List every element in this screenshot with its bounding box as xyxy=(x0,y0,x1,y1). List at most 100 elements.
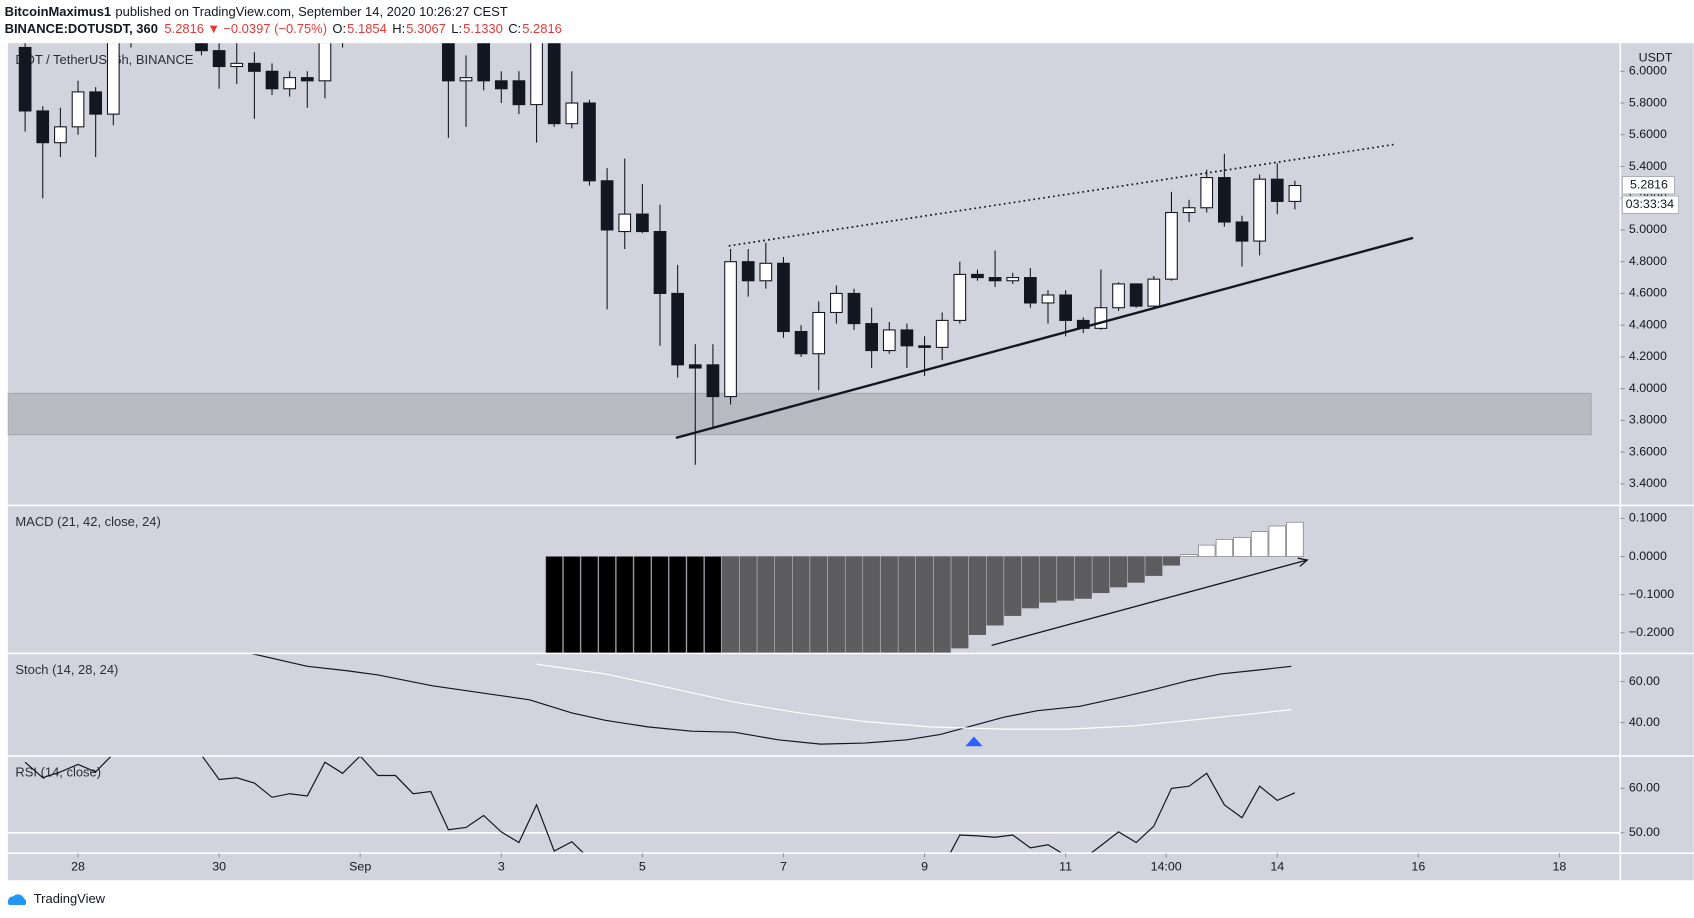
last-price: 5.2816 xyxy=(1630,178,1668,192)
histogram-bar xyxy=(827,556,845,654)
candle-body xyxy=(1182,207,1196,214)
candle-body xyxy=(794,330,808,355)
y-tick-label: 4.8000 xyxy=(1629,254,1667,268)
candle-body xyxy=(971,273,984,279)
candle-body xyxy=(600,180,614,231)
x-tick-label: Sep xyxy=(349,860,371,874)
candle-body xyxy=(300,77,314,82)
candle-body xyxy=(830,292,843,314)
candle-body xyxy=(953,273,967,321)
candle-body xyxy=(688,364,702,369)
histogram-bar xyxy=(580,556,599,654)
histogram-bar xyxy=(933,556,951,654)
candle-body xyxy=(583,102,596,182)
y-tick-label: 4.2000 xyxy=(1629,349,1667,363)
candle-body xyxy=(265,70,279,90)
candle-body xyxy=(1165,211,1178,280)
symbol: BINANCE:DOTUSDT, 360 xyxy=(5,22,158,37)
candle-body xyxy=(1253,178,1266,242)
candle-body xyxy=(195,43,208,52)
arrow-head xyxy=(1297,557,1309,567)
candle-body xyxy=(653,231,667,294)
y-tick-label: 5.6000 xyxy=(1629,127,1667,141)
candle-body xyxy=(530,43,543,106)
y-tick-label: 4.0000 xyxy=(1629,381,1667,395)
candle-body xyxy=(547,43,561,125)
change: −0.0397 (−0.75%) xyxy=(223,22,327,37)
series-line xyxy=(536,663,1292,730)
y-tick-label: 6.0000 xyxy=(1629,64,1667,78)
candle-body xyxy=(106,43,120,115)
histogram-bar xyxy=(863,556,881,654)
histogram-bar xyxy=(651,556,669,654)
candle-body xyxy=(1041,294,1055,304)
stoch-panel: Stoch (14, 28, 24) xyxy=(15,653,1292,747)
histogram-bar xyxy=(686,556,704,654)
candle-body xyxy=(1059,294,1072,321)
candle-body xyxy=(248,62,261,72)
candle-body xyxy=(1006,277,1020,282)
brand: TradingView xyxy=(34,891,106,906)
histogram-bar xyxy=(722,556,740,654)
candle-body xyxy=(1235,221,1249,242)
panel-legend: DOT / TetherUS, 6h, BINANCE xyxy=(15,52,193,67)
histogram-bar xyxy=(633,556,651,654)
ohlc-label: O: xyxy=(332,22,346,37)
histogram-bar xyxy=(1215,539,1233,557)
rsi-panel: RSI (14, close) xyxy=(7,756,1621,854)
candle-body xyxy=(988,277,1002,282)
histogram-bar xyxy=(916,556,934,654)
candle-body xyxy=(1288,184,1302,202)
y-tick-label: −0.2000 xyxy=(1629,625,1674,639)
histogram-bar xyxy=(845,556,863,654)
trendline xyxy=(728,143,1396,247)
candle-body xyxy=(459,77,473,82)
histogram-bar xyxy=(598,556,616,654)
histogram-bar xyxy=(810,556,828,654)
logo xyxy=(7,894,27,906)
histogram-bar xyxy=(1021,556,1039,609)
candle-body xyxy=(935,319,949,348)
histogram-bar xyxy=(1233,537,1251,557)
x-tick-label: 18 xyxy=(1553,860,1567,874)
histogram-bar xyxy=(792,556,810,654)
y-tick-label: 5.8000 xyxy=(1629,95,1667,109)
y-tick-label: 60.00 xyxy=(1629,781,1660,795)
y-tick-label: 40.00 xyxy=(1629,715,1660,729)
x-tick-label: 11 xyxy=(1059,860,1072,874)
last-price-box xyxy=(1622,176,1675,195)
y-tick-label: 50.00 xyxy=(1629,825,1660,839)
histogram-bar xyxy=(757,556,775,654)
author: BitcoinMaximus1 xyxy=(5,4,112,19)
arrow: ▼ xyxy=(207,22,220,37)
histogram-bar xyxy=(704,556,722,654)
y-tick-label: 3.4000 xyxy=(1629,476,1667,490)
candle-body xyxy=(36,110,50,144)
candle-body xyxy=(89,91,103,115)
histogram-bar xyxy=(1127,556,1145,583)
chart-area xyxy=(7,43,1694,881)
histogram-bar xyxy=(1251,531,1269,557)
candle-body xyxy=(477,43,491,82)
candle-body xyxy=(565,102,579,125)
histogram-bar xyxy=(1074,556,1092,599)
x-tick-label: 7 xyxy=(780,860,787,874)
x-tick-label: 14 xyxy=(1270,860,1284,874)
panel-legend: MACD (21, 42, close, 24) xyxy=(15,514,160,529)
candle-body xyxy=(777,262,790,333)
candle-body xyxy=(724,261,737,398)
candle-body xyxy=(318,43,332,82)
histogram-bar xyxy=(898,556,916,654)
ohlc-value: 5.1854 xyxy=(347,22,387,37)
y-tick-label: 4.4000 xyxy=(1629,317,1667,331)
y-tick-label: 4.6000 xyxy=(1629,286,1667,300)
ohlc-label: H: xyxy=(392,22,405,37)
series-line xyxy=(24,756,1296,854)
candle-body xyxy=(865,323,879,352)
candle-body xyxy=(671,292,685,366)
x-tick-label: 9 xyxy=(921,860,928,874)
panel-legend: Stoch (14, 28, 24) xyxy=(15,662,118,677)
candle-body xyxy=(1024,277,1037,304)
axes: USDT 28 30 Sep 3 5 7 9 11 14:00 14 16 18 3.4000 3.600… xyxy=(7,43,1694,881)
header-line-2: BINANCE:DOTUSDT, 360 5.2816 ▼ −0.0397 (−0.7… xyxy=(5,22,562,37)
